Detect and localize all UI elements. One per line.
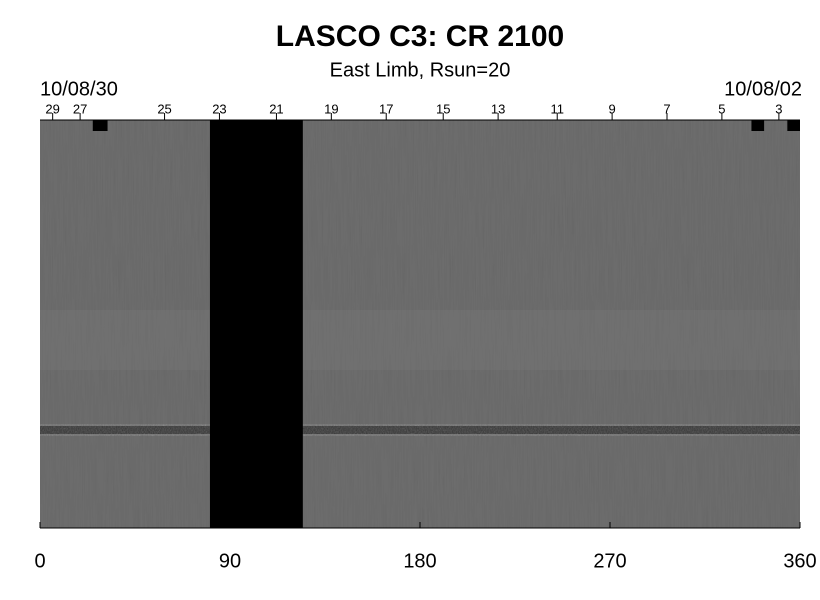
top-tick-label: 25 xyxy=(157,101,171,116)
x-tick-label: 180 xyxy=(403,550,436,572)
x-tick-label: 270 xyxy=(593,550,626,572)
top-tick-label: 11 xyxy=(550,101,564,116)
top-tick-label: 13 xyxy=(491,101,505,116)
top-tick-label: 29 xyxy=(45,101,59,116)
date-left: 10/08/30 xyxy=(40,78,118,100)
top-tick-label: 19 xyxy=(324,101,338,116)
top-tick-label: 27 xyxy=(73,101,87,116)
x-tick-label: 90 xyxy=(219,550,241,572)
top-tick-label: 7 xyxy=(663,101,670,116)
top-tick-label: 23 xyxy=(212,101,226,116)
x-tick-label: 360 xyxy=(783,550,816,572)
top-marker xyxy=(787,120,800,131)
top-tick-label: 15 xyxy=(436,101,450,116)
streamer-speckle xyxy=(40,424,800,436)
chart-subtitle: East Limb, Rsun=20 xyxy=(330,59,511,81)
top-tick-label: 9 xyxy=(608,101,615,116)
date-right: 10/08/02 xyxy=(724,78,802,100)
chart-title: LASCO C3: CR 2100 xyxy=(276,20,564,53)
top-tick-label: 21 xyxy=(269,101,283,116)
map-band xyxy=(40,310,800,370)
top-tick-label: 3 xyxy=(775,101,782,116)
top-tick-label: 17 xyxy=(379,101,393,116)
top-marker xyxy=(751,120,765,131)
top-tick-label: 5 xyxy=(718,101,725,116)
map-background xyxy=(40,120,800,528)
top-marker xyxy=(92,120,108,131)
data-gap xyxy=(209,120,303,528)
x-tick-label: 0 xyxy=(34,550,45,572)
